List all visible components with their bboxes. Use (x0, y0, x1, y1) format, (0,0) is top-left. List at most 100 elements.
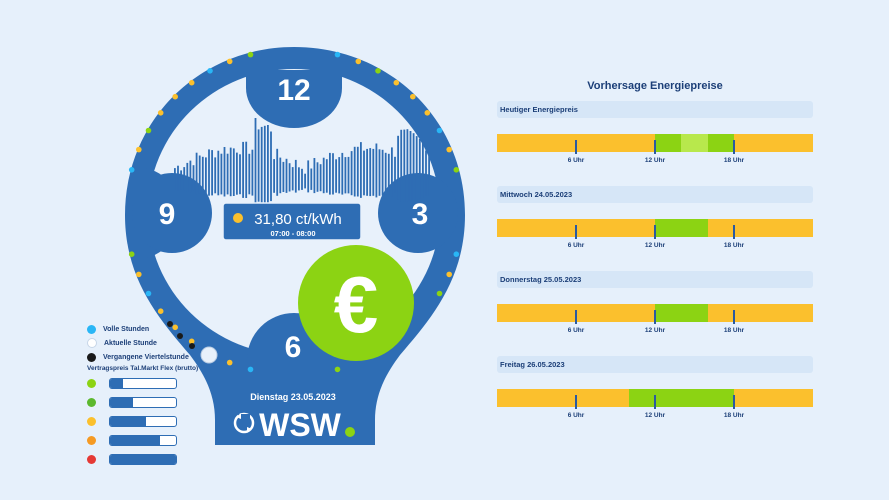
spike (285, 158, 288, 193)
spike (400, 129, 403, 202)
forecast-day-label: Mittwoch 24.05.2023 (497, 186, 813, 203)
spike (325, 159, 328, 193)
forecast-tick (733, 310, 735, 324)
spike (384, 152, 387, 195)
spike (397, 135, 399, 200)
price-value: 31,80 ct/kWh (254, 211, 342, 228)
spike (251, 149, 254, 196)
forecast-hour-segment (615, 134, 629, 152)
spike (428, 147, 430, 197)
spike (267, 125, 269, 203)
spike (387, 153, 390, 195)
spike (329, 152, 331, 195)
forecast-hour-segment (747, 219, 761, 237)
tier-fill (110, 417, 147, 426)
forecast-tick (733, 140, 735, 154)
forecast-hour-segment (694, 304, 708, 322)
spike (183, 167, 186, 191)
clock-number-6: 6 (285, 331, 302, 364)
forecast-hour-segment (536, 134, 550, 152)
forecast-tick (654, 310, 656, 324)
forecast-hour-segment (615, 219, 629, 237)
ring-dot (436, 127, 443, 134)
legend-label: Vergangene Viertelstunde (103, 353, 189, 361)
spike (208, 149, 210, 196)
forecast-hour-segment (707, 219, 721, 237)
forecast-hour-segment (536, 389, 550, 407)
forecast-hour-segment (641, 389, 656, 407)
spike (270, 131, 272, 202)
forecast-hour-segment (799, 304, 814, 322)
euro-icon: € (334, 260, 379, 349)
spike (360, 142, 362, 198)
forecast-hour-segment (681, 134, 695, 152)
tier-bar (109, 435, 177, 446)
forecast-hour-segment (720, 134, 735, 152)
forecast-hour-segment (694, 134, 708, 152)
ring-dot (424, 110, 431, 116)
forecast-hour-segment (497, 304, 511, 322)
tier-dot (87, 455, 96, 464)
tier-dot (87, 398, 96, 407)
spike (391, 147, 393, 197)
past-quarter-dot-2 (177, 333, 183, 339)
forecast-hour-segment (615, 389, 629, 407)
forecast-hour-segment (734, 389, 748, 407)
spike (307, 160, 310, 193)
forecast-tick-label: 18 Uhr (723, 327, 745, 334)
ring-dot (188, 338, 195, 345)
forecast-tick (575, 310, 577, 324)
spike (375, 143, 378, 198)
spike (189, 160, 192, 193)
spike (273, 159, 275, 193)
forecast-tick-label: 12 Uhr (644, 157, 666, 164)
spike (310, 168, 313, 190)
forecast-hour-segment (615, 304, 629, 322)
forecast-hour-segment (720, 389, 735, 407)
forecast-hour-segment (602, 134, 616, 152)
forecast-hour-segment (734, 134, 748, 152)
brand-dot (345, 427, 355, 437)
forecast-hour-segment (747, 134, 761, 152)
refresh-icon (233, 412, 255, 434)
spike (192, 165, 195, 191)
spike (186, 162, 189, 192)
ring-dot (128, 251, 135, 257)
tier-row (87, 378, 177, 389)
forecast-hour-segment (628, 219, 642, 237)
ring-dot (172, 324, 178, 331)
forecast-hour-segment (773, 134, 787, 152)
spike (338, 157, 341, 194)
legend-dot-full-hours (87, 324, 96, 334)
forecast-hour-segment (510, 389, 524, 407)
forecast-day-label: Heutiger Energiepreis (497, 101, 813, 118)
forecast-hour-segment (720, 219, 735, 237)
spike (236, 152, 238, 195)
spike (294, 159, 297, 193)
forecast-hour-segment (549, 304, 563, 322)
forecast-hour-segment (523, 304, 537, 322)
forecast-tick-label: 12 Uhr (644, 412, 666, 419)
spike (226, 153, 229, 195)
spike (353, 146, 356, 197)
spike (276, 148, 279, 196)
forecast-tick (575, 225, 577, 239)
tier-dot (87, 417, 96, 426)
forecast-hour-segment (681, 304, 695, 322)
forecast-hour-segment (589, 389, 603, 407)
past-quarter-dot-1 (167, 321, 173, 327)
spike (304, 173, 306, 189)
forecast-hour-segment (562, 219, 577, 237)
forecast-hour-segment (668, 134, 682, 152)
spike (195, 152, 198, 195)
price-box (222, 202, 362, 241)
forecast-hour-segment (773, 219, 787, 237)
spike (260, 126, 263, 203)
ring-dot (334, 51, 341, 58)
spike (263, 125, 266, 203)
ring-dot (145, 127, 152, 134)
forecast-tick-label: 6 Uhr (567, 412, 585, 419)
forecast-hour-segment (799, 134, 814, 152)
spike (403, 129, 406, 202)
